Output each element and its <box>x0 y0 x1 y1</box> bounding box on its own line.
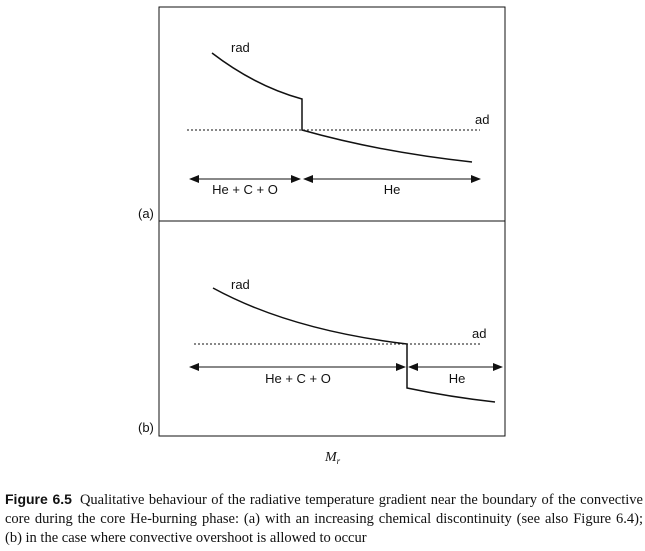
figure-diagram: rad ad He + C + O He (a) rad ad He + C +… <box>138 6 506 466</box>
panel-a-frame <box>158 6 506 222</box>
panel-b-region-left-label: He + C + O <box>265 371 331 386</box>
x-axis-symbol: M <box>324 450 338 465</box>
x-axis-label: Mr <box>324 450 341 466</box>
panel-a-region-left-label: He + C + O <box>212 182 278 197</box>
x-axis-subscript: r <box>337 456 341 466</box>
panel-a-tag: (a) <box>138 206 154 221</box>
panel-a-rad-label: rad <box>231 40 250 55</box>
figure-number: Figure 6.5 <box>5 491 72 507</box>
panel-b-frame <box>158 220 506 437</box>
panel-a: rad ad He + C + O He (a) <box>138 6 506 222</box>
caption-text: Qualitative behaviour of the radiative t… <box>5 492 643 546</box>
panel-b-tag: (b) <box>138 420 154 435</box>
panel-b-rad-label: rad <box>231 277 250 292</box>
panel-b-region-right-label: He <box>449 371 466 386</box>
figure-caption: Figure 6.5 Qualitative behaviour of the r… <box>5 490 643 548</box>
panel-a-rad-curve <box>211 52 473 163</box>
panel-b-rad-curve <box>212 287 496 403</box>
panel-a-region-right-label: He <box>384 182 401 197</box>
panel-b: rad ad He + C + O He (b) <box>138 220 506 437</box>
panel-a-ad-label: ad <box>475 112 489 127</box>
panel-b-ad-label: ad <box>472 326 486 341</box>
